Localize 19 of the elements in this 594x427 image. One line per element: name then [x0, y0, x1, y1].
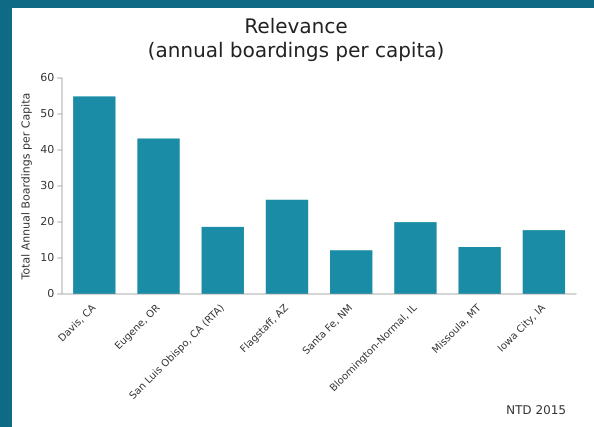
- y-tick-label: 0: [47, 287, 54, 300]
- y-tick-label: 10: [40, 251, 54, 264]
- y-tick-label: 20: [40, 215, 54, 228]
- text: NTD 2015: [506, 403, 566, 417]
- y-tick-label: 60: [40, 70, 54, 84]
- bar: [394, 222, 437, 294]
- y-tick-label: 50: [40, 106, 54, 120]
- bar: [73, 96, 116, 294]
- text: Relevance: [244, 14, 348, 38]
- bar: [202, 226, 244, 294]
- bar: [458, 247, 501, 294]
- y-tick-label: 30: [40, 178, 54, 192]
- y-tick-label: 40: [40, 142, 54, 156]
- bar: [266, 200, 308, 294]
- text: (annual boardings per capita): [148, 38, 444, 62]
- bar: [522, 230, 566, 294]
- y-axis-title: Total Annual Boardings per Capita: [19, 92, 32, 280]
- bar: [137, 138, 180, 294]
- bar: [330, 250, 372, 294]
